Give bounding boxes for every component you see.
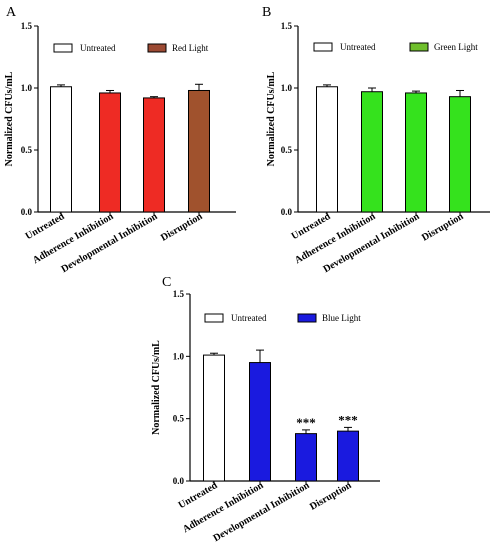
panel-letter: C bbox=[162, 275, 171, 290]
bar-1 bbox=[50, 86, 72, 213]
bar-4 bbox=[449, 96, 471, 213]
legend: Untreated Red Light bbox=[53, 43, 209, 53]
y-axis-label: Normalized CFUs/mL bbox=[151, 340, 162, 435]
legend-swatch-untreated bbox=[53, 43, 73, 53]
bar-3 bbox=[295, 433, 317, 482]
y-tick-label: 0.5 bbox=[173, 414, 185, 424]
bar-2 bbox=[249, 362, 271, 482]
panel-letter: B bbox=[262, 5, 271, 20]
legend-label-untreated: Untreated bbox=[340, 42, 376, 52]
y-tick-label: 1.5 bbox=[21, 21, 33, 31]
legend-swatch-treatment bbox=[147, 43, 167, 53]
legend-label-untreated: Untreated bbox=[231, 313, 267, 323]
chart-panel-b: B 0.0 0.5 1.0 1.5 Normalized CFUs/mL Untreated… bbox=[262, 5, 490, 275]
bar-1 bbox=[316, 86, 338, 213]
x-tick-label: Disruption bbox=[308, 480, 354, 513]
legend-label-treatment: Green Light bbox=[434, 42, 478, 52]
panel-letter: A bbox=[6, 5, 17, 20]
legend-swatch-untreated bbox=[313, 42, 333, 52]
y-tick-label: 0.5 bbox=[21, 145, 33, 155]
y-tick-label: 0.0 bbox=[21, 207, 33, 217]
y-axis-label: Normalized CFUs/mL bbox=[4, 71, 15, 166]
chart-panel-a: A 0.0 0.5 1.0 1.5 Normalized CFUs/mL Untreated… bbox=[4, 5, 236, 275]
bar-4 bbox=[337, 430, 359, 482]
significance-label: *** bbox=[296, 415, 316, 430]
y-axis-label: Normalized CFUs/mL bbox=[266, 71, 277, 166]
y-tick-label: 1.0 bbox=[173, 351, 185, 361]
legend-swatch-treatment bbox=[409, 42, 429, 52]
legend-label-treatment: Blue Light bbox=[322, 313, 361, 323]
x-tick-label: Disruption bbox=[159, 211, 205, 244]
legend-label-untreated: Untreated bbox=[80, 43, 116, 53]
bar-3 bbox=[405, 92, 427, 213]
legend: Untreated Green Light bbox=[313, 42, 478, 52]
y-tick-label: 0.0 bbox=[281, 207, 293, 217]
y-tick-label: 1.0 bbox=[21, 83, 33, 93]
chart-panel-c: C 0.0 0.5 1.0 1.5 Normalized CFUs/mL Untreated… bbox=[151, 275, 380, 544]
bar-2 bbox=[361, 91, 383, 213]
bar-3 bbox=[143, 97, 165, 213]
bar-2 bbox=[99, 92, 121, 213]
legend: Untreated Blue Light bbox=[204, 313, 361, 323]
x-tick-label: Disruption bbox=[420, 211, 466, 244]
y-tick-label: 1.5 bbox=[281, 21, 293, 31]
legend-swatch-treatment bbox=[297, 313, 317, 323]
y-tick-label: 0.5 bbox=[281, 145, 293, 155]
significance-label: *** bbox=[338, 412, 358, 427]
bar-4 bbox=[188, 89, 210, 213]
legend-label-treatment: Red Light bbox=[172, 43, 209, 53]
y-tick-label: 0.0 bbox=[173, 476, 185, 486]
bar-1 bbox=[203, 354, 225, 482]
legend-swatch-untreated bbox=[204, 313, 224, 323]
y-tick-label: 1.0 bbox=[281, 83, 293, 93]
y-tick-label: 1.5 bbox=[173, 289, 185, 299]
